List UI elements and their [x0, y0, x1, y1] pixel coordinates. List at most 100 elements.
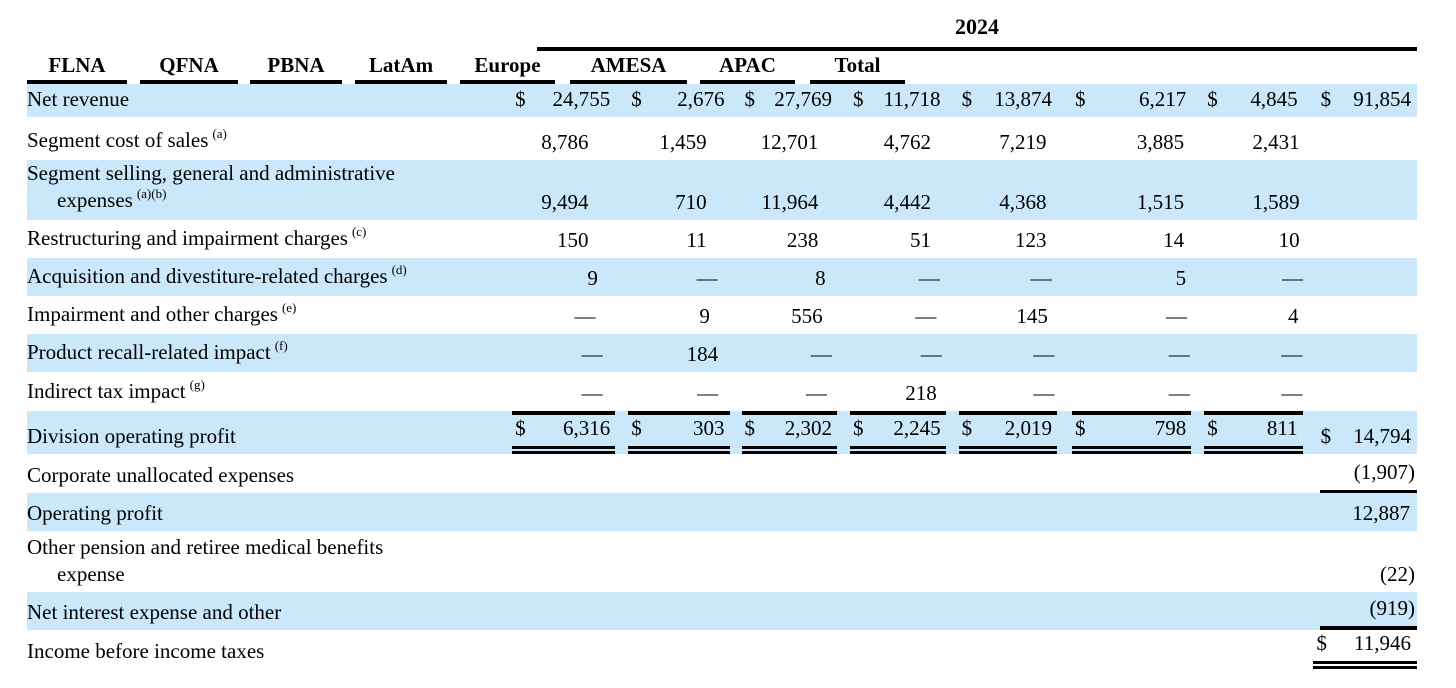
value-cell-blank [760, 592, 852, 630]
value-cell-blank [650, 454, 748, 493]
value-cell-dash: — [1030, 266, 1052, 290]
value-cell-dash: — [574, 304, 596, 328]
row-label-line: Income before income taxes [27, 639, 265, 663]
table-row-acquisition-divestiture-charges: Acquisition and divestiture-related char… [27, 258, 1417, 296]
value-cell: 1,589 [1252, 190, 1300, 214]
value-cell: 11 [686, 228, 707, 252]
value-cell: 218 [905, 381, 937, 405]
table-row-division-operating-profit: Division operating profit $6,316 $303 $2,30… [27, 411, 1417, 454]
value-cell: 710 [675, 190, 707, 214]
dollar-sign: $ [515, 87, 526, 111]
table-row-impairment-other-charges: Impairment and other charges (e) — 9 556 — 145… [27, 296, 1417, 334]
footnote-marker: (e) [281, 300, 297, 315]
dollar-sign: $ [1074, 416, 1086, 440]
dollar-sign: $ [853, 416, 864, 440]
value-cell-dash: — [581, 342, 603, 366]
value-cell: $13,874 [959, 84, 1057, 117]
row-label-line: Segment cost of sales (a) [27, 126, 227, 152]
value-cell: $27,769 [742, 84, 838, 117]
value-cell-blank [865, 592, 957, 630]
row-label: Division operating profit [27, 411, 512, 454]
value-cell: $811 [1204, 411, 1303, 454]
value-cell-dash: — [918, 266, 940, 290]
table-row-income-before-income-taxes: Income before income taxes $11,946 [27, 630, 1417, 669]
value-cell: $24,755 [512, 84, 615, 117]
value-cell-dash: — [1033, 381, 1055, 405]
value-cell-dash: — [915, 304, 937, 328]
value-cell-blank [1080, 454, 1197, 493]
row-label: Other pension and retiree medical benefi… [27, 531, 537, 592]
table-body: Net revenue $24,755 $2,676 $27,769 $11,718 $1… [27, 84, 1417, 669]
row-label-line: Product recall-related impact (f) [27, 338, 288, 364]
value-cell-blank [1328, 296, 1417, 334]
value-cell: $2,245 [850, 411, 946, 454]
dollar-sign: $ [961, 87, 973, 111]
value-cell-blank [537, 592, 637, 630]
value-cell: (22) [1380, 562, 1415, 586]
row-label-line: Operating profit [27, 501, 163, 525]
column-header-pbna: PBNA [250, 53, 342, 84]
column-header-qfna: QFNA [140, 53, 238, 84]
row-label-line: Net revenue [27, 87, 130, 111]
value-cell-blank [1210, 531, 1305, 592]
table-row-operating-profit: Operating profit 12,887 [27, 493, 1417, 531]
value-cell-blank [760, 454, 852, 493]
value: 24,755 [552, 87, 611, 111]
value-cell-blank [1328, 258, 1417, 296]
value-cell-blank [970, 454, 1065, 493]
value-cell: 4,442 [883, 190, 931, 214]
value-cell-dash: — [1165, 304, 1187, 328]
row-label: Impairment and other charges (e) [27, 296, 502, 334]
value-cell-blank [1204, 630, 1298, 669]
dollar-sign: $ [1320, 424, 1332, 448]
column-header-europe: Europe [460, 53, 555, 84]
footnote-marker: (f) [274, 338, 288, 353]
row-label-line: Corporate unallocated expenses [27, 463, 295, 487]
year-label: 2024 [537, 14, 1417, 51]
value-cell: $798 [1071, 411, 1192, 454]
value-cell: 4,762 [883, 130, 931, 154]
value: 6,217 [1138, 87, 1187, 111]
table-row-segment-cost-of-sales: Segment cost of sales (a) 8,786 1,459 12,701… [27, 117, 1417, 160]
value-cell-blank [537, 531, 637, 592]
value-cell: $303 [628, 411, 730, 454]
value: 6,316 [563, 416, 611, 440]
value: 2,019 [1004, 416, 1052, 440]
value-cell: 3,885 [1136, 130, 1185, 154]
dollar-sign: $ [1316, 631, 1327, 655]
value-cell-blank [865, 454, 957, 493]
table-row-net-interest-expense-and-other: Net interest expense and other (919) [27, 592, 1417, 630]
value-cell: 9 [699, 304, 710, 328]
value-cell: $4,845 [1204, 84, 1302, 117]
row-label: Segment selling, general and administrat… [27, 160, 496, 220]
column-header-apac: APAC [700, 53, 795, 84]
value-cell-blank [1330, 160, 1417, 220]
value-cell-blank [1080, 592, 1197, 630]
value-cell: $6,316 [512, 411, 616, 454]
value-cell: 1,459 [659, 130, 707, 154]
value-cell: 4 [1287, 304, 1299, 328]
footnote-marker: (a)(b) [136, 186, 167, 201]
value: 2,302 [784, 416, 833, 440]
value-cell-blank [1327, 372, 1417, 411]
dollar-sign: $ [961, 416, 973, 440]
dollar-sign: $ [631, 87, 642, 111]
table-row-indirect-tax-impact: Indirect tax impact (g) — — — 218 — — — [27, 372, 1417, 411]
value-cell: 7,219 [999, 130, 1047, 154]
value-cell-blank [1075, 630, 1191, 669]
value-cell-dash: — [1168, 381, 1190, 405]
value-cell: 12,701 [760, 130, 819, 154]
value-cell-dash: — [1281, 342, 1303, 366]
row-label: Restructuring and impairment charges (c) [27, 220, 496, 258]
value-cell: 1,515 [1136, 190, 1185, 214]
value-cell: 51 [910, 228, 931, 252]
value-cell-blank [1330, 117, 1417, 160]
column-header-row: FLNA QFNA PBNA LatAm Europe AMESA APAC Total [27, 51, 1417, 84]
value-cell-blank [1210, 592, 1305, 630]
table-row-net-revenue: Net revenue $24,755 $2,676 $27,769 $11,718 $1… [27, 84, 1417, 117]
row-label: Net interest expense and other [27, 592, 537, 630]
value-cell-dash: — [920, 342, 942, 366]
row-label-line: Division operating profit [27, 424, 236, 448]
row-label-line: expense [57, 562, 125, 586]
